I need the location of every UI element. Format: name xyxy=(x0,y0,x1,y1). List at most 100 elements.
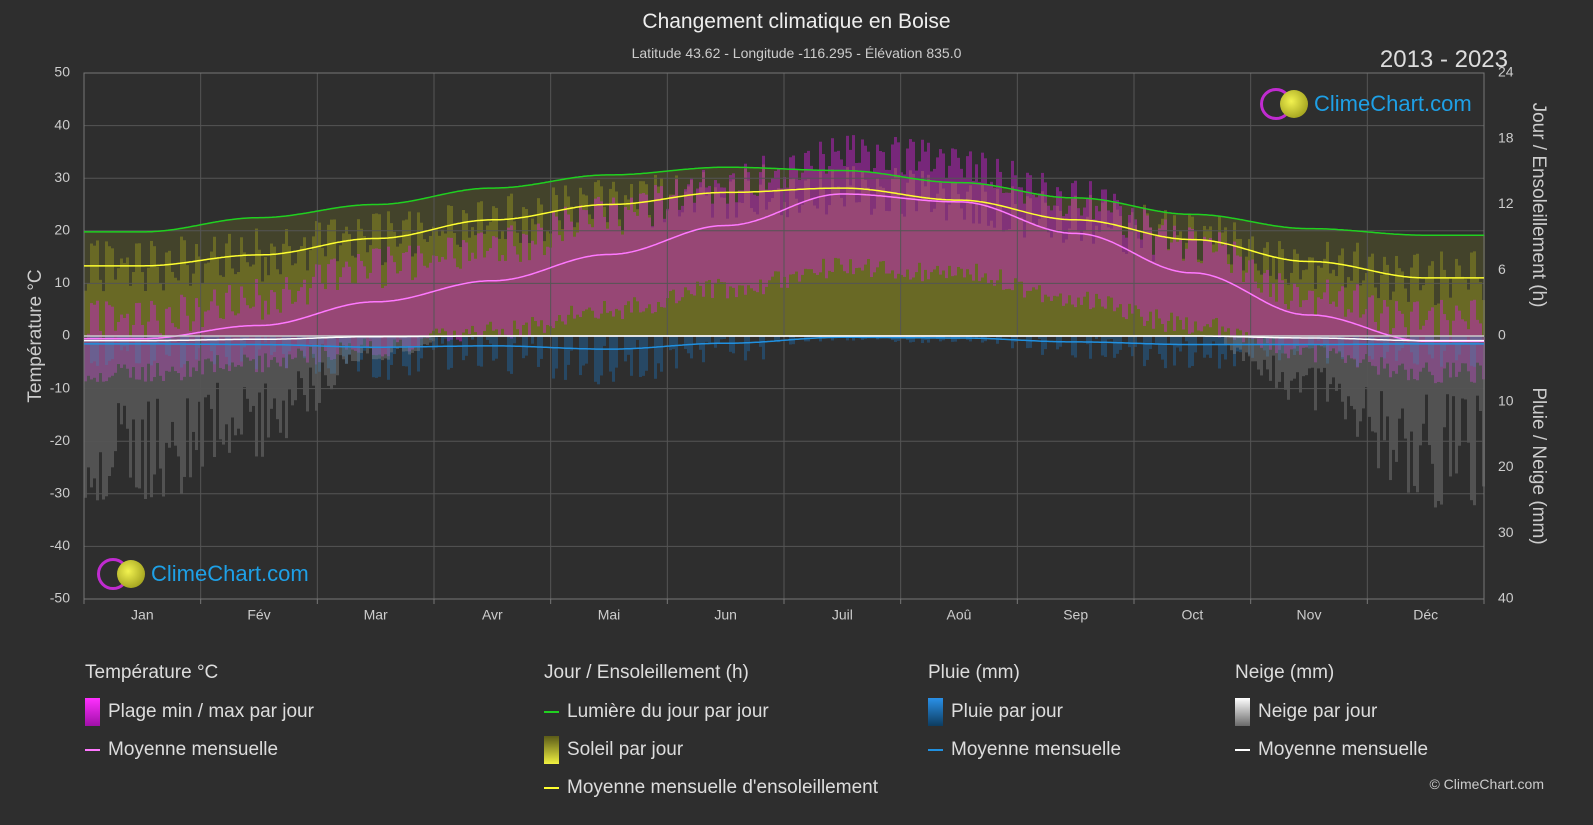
sunshine-bar xyxy=(1212,244,1215,336)
sunshine-bar xyxy=(99,279,102,336)
temp-range-bar xyxy=(861,139,864,271)
temp-range-bar xyxy=(1119,206,1122,305)
temp-range-bar xyxy=(1107,210,1110,297)
temp-range-bar xyxy=(537,223,540,327)
snow-bar xyxy=(414,336,417,352)
sunshine-bar xyxy=(660,178,663,336)
snow-bar xyxy=(399,336,402,348)
rain-bar xyxy=(447,336,450,370)
sunshine-bar xyxy=(1056,206,1059,336)
y-axis-title-right-bottom: Pluie / Neige (mm) xyxy=(1528,387,1549,544)
rain-bar xyxy=(564,336,567,380)
temp-range-bar xyxy=(534,244,537,322)
temp-range-bar xyxy=(1140,239,1143,317)
temp-range-bar xyxy=(627,209,630,302)
logo-sun-icon xyxy=(117,560,145,588)
rain-bar xyxy=(303,336,306,359)
temp-range-bar xyxy=(1311,290,1314,345)
daylight-bar xyxy=(732,167,735,336)
temp-range-bar xyxy=(855,162,858,269)
rain-bar xyxy=(150,336,153,366)
temp-range-bar xyxy=(1308,290,1311,345)
sunshine-bar xyxy=(936,193,939,336)
sunshine-bar xyxy=(744,168,747,336)
sunshine-bar xyxy=(228,233,231,336)
sunshine-bar xyxy=(1404,288,1407,336)
daylight-bar xyxy=(474,189,477,336)
daylight-bar xyxy=(582,176,585,336)
temp-range-bar xyxy=(381,288,384,357)
snow-bar xyxy=(150,336,153,498)
daylight-bar xyxy=(1230,217,1233,336)
sunshine-bar xyxy=(1128,222,1131,336)
sunshine-bar xyxy=(1149,227,1152,336)
sunshine-bar xyxy=(1110,228,1113,336)
legend-heading: Pluie (mm) xyxy=(928,662,1020,683)
temp-range-bar xyxy=(219,318,222,368)
snow-bar xyxy=(1473,336,1476,506)
temp-range-bar xyxy=(1341,286,1344,358)
snow-bar xyxy=(216,336,219,383)
snow-bar xyxy=(192,336,195,432)
snow-bar xyxy=(366,336,369,354)
daylight-bar xyxy=(129,231,132,336)
snow-bar xyxy=(231,336,234,418)
rain-bar xyxy=(1455,336,1458,361)
snow-bar xyxy=(1290,336,1293,381)
rain-mean-line xyxy=(84,336,1484,350)
temp-range-bar xyxy=(1005,192,1008,290)
daylight-bar xyxy=(1107,200,1110,336)
temp-range-bar xyxy=(1026,172,1029,291)
snow-bar xyxy=(288,336,291,390)
legend-item: Pluie par jour xyxy=(928,698,1121,726)
rain-bar xyxy=(642,336,645,376)
sunshine-bar xyxy=(753,211,756,336)
snow-bar xyxy=(255,336,258,457)
sunshine-bar xyxy=(459,246,462,336)
daylight-bar xyxy=(756,167,759,336)
sunshine-bar xyxy=(597,180,600,336)
temp-range-bar xyxy=(1290,300,1293,350)
temp-range-bar xyxy=(894,137,897,279)
sunshine-bar xyxy=(1200,260,1203,336)
x-tick-label: Sep xyxy=(1063,607,1088,623)
daylight-bar xyxy=(453,192,456,336)
daylight-bar xyxy=(726,167,729,336)
sunshine-bar xyxy=(819,171,822,336)
snow-bar xyxy=(234,336,237,436)
daylight-bar xyxy=(183,228,186,336)
sunshine-bar xyxy=(1188,214,1191,336)
sunshine-bar xyxy=(1197,259,1200,336)
daylight-bar xyxy=(543,182,546,336)
rain-bar xyxy=(1401,336,1404,349)
temp-range-bar xyxy=(1110,212,1113,298)
daylight-bar xyxy=(369,204,372,336)
daylight-bar xyxy=(705,167,708,336)
daylight-bar xyxy=(345,206,348,336)
daylight-bar xyxy=(540,183,543,336)
rain-bar xyxy=(1356,336,1359,367)
temp-range-bar xyxy=(939,149,942,275)
daylight-bar xyxy=(708,167,711,336)
temp-range-bar xyxy=(642,193,645,312)
temp-range-bar xyxy=(960,168,963,269)
snow-bar xyxy=(423,336,426,345)
daylight-bar xyxy=(864,171,867,336)
sunshine-bar xyxy=(861,171,864,336)
daylight-bar xyxy=(1290,227,1293,336)
rain-bar xyxy=(1026,336,1029,349)
daylight-bar xyxy=(372,204,375,336)
rain-bar xyxy=(258,336,261,350)
sunshine-bar xyxy=(585,195,588,336)
y-tick-label-right: 24 xyxy=(1498,64,1514,80)
temp-range-bar xyxy=(1278,273,1281,350)
legend-item: Moyenne mensuelle d'ensoleillement xyxy=(544,776,878,800)
daylight-bar xyxy=(690,168,693,336)
legend-item: Lumière du jour par jour xyxy=(544,700,878,724)
snow-bar xyxy=(183,336,186,477)
rain-bar xyxy=(777,336,780,343)
daylight-bar xyxy=(1434,235,1437,336)
daylight-bar xyxy=(1191,214,1194,336)
daylight-bar xyxy=(1326,228,1329,336)
